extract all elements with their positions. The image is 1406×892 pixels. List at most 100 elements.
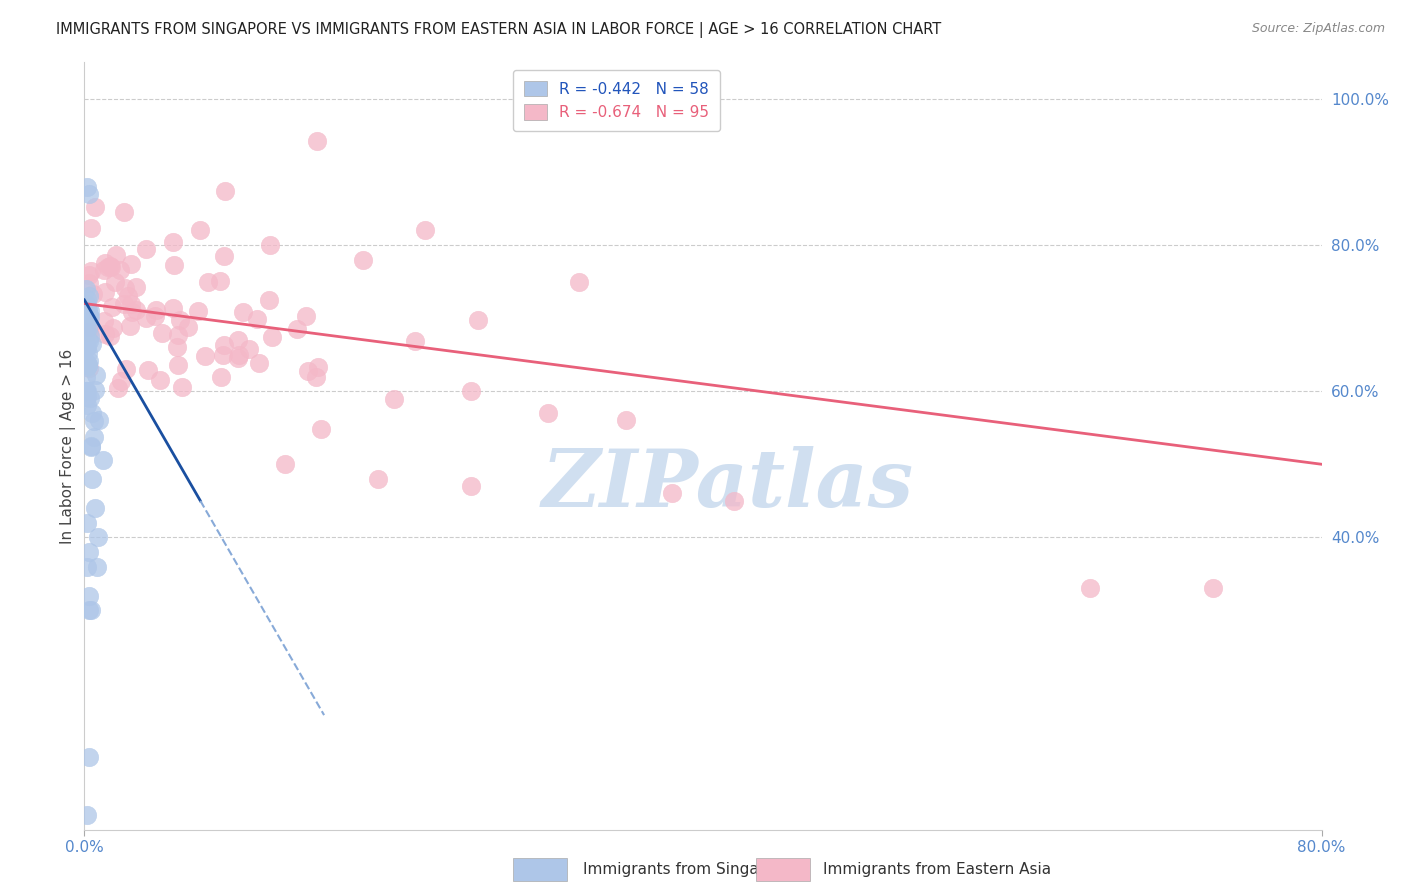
Point xyxy=(125,280,148,294)
Point xyxy=(460,384,482,399)
Point xyxy=(76,516,98,530)
Point xyxy=(125,303,148,318)
Point xyxy=(214,249,236,263)
Point xyxy=(114,296,136,310)
Point xyxy=(83,430,105,444)
Point xyxy=(79,391,101,405)
Point xyxy=(75,296,97,310)
Point xyxy=(226,333,249,347)
Point xyxy=(98,329,121,343)
Point xyxy=(94,285,117,300)
Point xyxy=(84,201,107,215)
Point xyxy=(83,383,105,397)
Point xyxy=(228,348,250,362)
Point xyxy=(110,263,132,277)
Point xyxy=(76,559,98,574)
Point xyxy=(114,362,136,376)
Point xyxy=(367,472,389,486)
Text: Source: ZipAtlas.com: Source: ZipAtlas.com xyxy=(1251,22,1385,36)
Point xyxy=(285,322,308,336)
Point xyxy=(86,559,108,574)
Point xyxy=(214,184,236,198)
Point xyxy=(107,382,129,396)
Point xyxy=(77,276,100,290)
Point xyxy=(75,326,97,340)
Point xyxy=(77,545,100,559)
Point xyxy=(77,359,100,373)
Point xyxy=(166,340,188,354)
Point xyxy=(135,311,157,326)
Point xyxy=(75,369,97,384)
Point xyxy=(94,256,117,270)
Point xyxy=(104,275,127,289)
Point xyxy=(84,501,107,516)
Point xyxy=(118,318,141,333)
Point xyxy=(723,493,745,508)
Point xyxy=(76,297,98,311)
Point xyxy=(77,354,100,368)
Point xyxy=(212,347,235,361)
Point xyxy=(1202,582,1225,596)
Point xyxy=(76,292,98,306)
Point xyxy=(143,309,166,323)
Point xyxy=(101,300,124,314)
Point xyxy=(226,351,249,365)
Point xyxy=(76,303,98,318)
Point xyxy=(75,340,97,354)
Point xyxy=(294,309,316,323)
Point xyxy=(208,274,231,288)
Point xyxy=(309,422,332,436)
Point xyxy=(77,308,100,322)
Point xyxy=(75,319,97,334)
Point xyxy=(76,321,98,335)
Point xyxy=(79,304,101,318)
Point xyxy=(75,282,97,296)
Point xyxy=(77,320,100,334)
Point xyxy=(84,368,107,383)
Point xyxy=(188,223,211,237)
Point xyxy=(77,325,100,339)
Point xyxy=(307,135,329,149)
Point xyxy=(170,380,193,394)
Point xyxy=(77,589,100,603)
Point xyxy=(96,260,118,274)
Point xyxy=(274,457,297,471)
Point xyxy=(307,359,329,374)
Point xyxy=(76,390,98,404)
Text: Immigrants from Singapore: Immigrants from Singapore xyxy=(583,863,794,877)
Point xyxy=(82,472,104,486)
Text: Immigrants from Eastern Asia: Immigrants from Eastern Asia xyxy=(823,863,1050,877)
Point xyxy=(82,336,104,351)
Point xyxy=(93,262,115,277)
Point xyxy=(145,303,167,318)
Point xyxy=(87,413,110,427)
Point xyxy=(76,398,98,412)
Point xyxy=(76,360,98,375)
Point xyxy=(75,384,97,399)
Point xyxy=(83,413,105,427)
Point xyxy=(167,358,190,372)
Point xyxy=(77,308,100,322)
Point xyxy=(257,293,280,308)
Point xyxy=(661,486,683,500)
Point xyxy=(103,321,125,335)
Point xyxy=(150,326,173,340)
Point xyxy=(77,360,100,375)
Point xyxy=(82,406,104,420)
Point xyxy=(135,242,157,256)
Point xyxy=(167,328,190,343)
Point xyxy=(79,603,101,617)
Point xyxy=(232,305,254,319)
Point xyxy=(77,186,100,201)
Point xyxy=(77,345,100,359)
Point xyxy=(117,289,139,303)
Point xyxy=(187,303,209,318)
Point xyxy=(1078,582,1101,596)
Point xyxy=(136,363,159,377)
Point xyxy=(94,326,117,341)
Point xyxy=(614,413,637,427)
Point xyxy=(98,259,121,273)
Point xyxy=(82,286,104,301)
Point xyxy=(238,343,260,357)
Point xyxy=(77,334,100,348)
